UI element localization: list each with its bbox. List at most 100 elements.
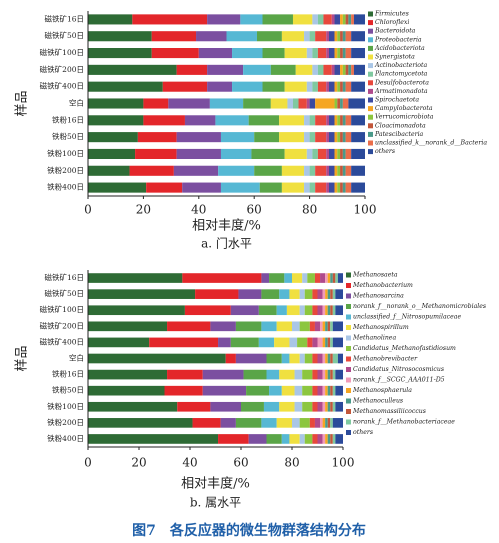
bar-segment xyxy=(167,321,211,332)
bar-segment xyxy=(135,148,177,159)
bar-segment xyxy=(164,385,203,396)
bar-segment xyxy=(176,132,221,143)
category-label: 磁铁矿50日 xyxy=(44,30,84,40)
bar-segment xyxy=(261,289,280,299)
legend-swatch xyxy=(368,97,373,103)
bar-segment xyxy=(332,353,338,364)
bar-segment xyxy=(337,273,343,283)
x-tick-label: 40 xyxy=(191,203,206,217)
bar-segment xyxy=(262,81,285,92)
bar-segment xyxy=(345,132,352,143)
bar-segment xyxy=(322,289,326,299)
bar-segment xyxy=(330,289,333,299)
bar-segment xyxy=(320,273,326,283)
x-tick-label: 0 xyxy=(84,203,92,217)
bar-segment xyxy=(314,273,321,283)
bar-segment xyxy=(330,401,333,412)
bar-segment xyxy=(315,115,327,126)
bar-segment xyxy=(302,385,313,396)
legend-label: Planctomycetota xyxy=(374,71,428,78)
bar-segment xyxy=(327,434,331,444)
bar-segment xyxy=(259,182,282,193)
bar-segment xyxy=(340,115,343,126)
bar-segment xyxy=(322,385,326,396)
bar-segment xyxy=(345,31,352,42)
legend-label: Methanosaeta xyxy=(352,272,398,279)
bar-segment xyxy=(279,289,290,299)
bar-segment xyxy=(289,434,300,444)
bar-segment xyxy=(340,182,343,193)
bar-segment xyxy=(332,289,336,299)
legend-label: Methanobacterium xyxy=(352,282,413,289)
category-label: 磁铁矿200日 xyxy=(40,64,84,74)
bar-segment xyxy=(332,434,336,444)
bar-segment xyxy=(248,115,280,126)
bar-segment xyxy=(88,273,183,283)
bar-segment xyxy=(309,115,316,126)
bar-segment xyxy=(323,14,332,25)
legend-swatch xyxy=(346,356,351,362)
legend-swatch xyxy=(346,283,351,288)
bar-segment xyxy=(337,81,341,92)
bar-segment xyxy=(348,14,352,25)
legend-swatch xyxy=(368,149,373,155)
bar-segment xyxy=(334,14,341,25)
legend-swatch xyxy=(346,419,351,425)
x-tick-label: 20 xyxy=(131,456,146,470)
bar-segment xyxy=(342,115,346,126)
category-label: 空白 xyxy=(69,98,84,108)
legend-label: Desulfobacterota xyxy=(374,79,429,86)
legend-swatch xyxy=(346,430,351,435)
bar-segment xyxy=(327,385,331,396)
x-tick-label: 60 xyxy=(233,456,248,470)
bar-segment xyxy=(334,81,338,92)
bar-segment xyxy=(258,305,277,316)
bar-segment xyxy=(332,401,336,412)
bar-segment xyxy=(220,148,252,159)
bar-segment xyxy=(88,418,193,428)
bar-segment xyxy=(345,48,352,59)
bar-segment xyxy=(279,369,295,380)
legend-swatch xyxy=(368,123,373,129)
bar-segment xyxy=(317,434,323,444)
bar-segment xyxy=(304,305,313,316)
bar-segment xyxy=(248,434,267,444)
bar-segment xyxy=(304,132,310,143)
bar-segment xyxy=(345,115,352,126)
x-tick-label: 100 xyxy=(332,456,355,470)
legend-label: Synergistota xyxy=(375,54,415,61)
x-tick-label: 100 xyxy=(354,203,377,217)
legend-label: Firmicutes xyxy=(374,11,409,18)
bar-segment xyxy=(220,182,260,193)
x-tick-label: 20 xyxy=(136,203,151,217)
bar-segment xyxy=(337,165,341,176)
bar-segment xyxy=(312,64,318,75)
bar-segment xyxy=(317,369,323,380)
legend-label: Actinobacteriota xyxy=(374,62,428,69)
bar-segment xyxy=(299,434,305,444)
bar-segment xyxy=(312,385,318,396)
bar-segment xyxy=(326,115,329,126)
bar-segment xyxy=(326,81,329,92)
bar-segment xyxy=(262,48,285,59)
x-axis-label: 相对丰度/% xyxy=(192,218,261,234)
bar-segment xyxy=(328,148,335,159)
legend-swatch xyxy=(368,45,373,51)
bar-segment xyxy=(235,418,262,428)
bar-segment xyxy=(168,98,210,109)
bar-segment xyxy=(315,165,327,176)
legend-swatch xyxy=(346,367,351,372)
bar-segment xyxy=(261,418,277,428)
bar-segment xyxy=(304,434,313,444)
bar-segment xyxy=(335,401,343,412)
bar-segment xyxy=(270,64,296,75)
legend-label: Chloroflexi xyxy=(375,19,409,26)
bar-segment xyxy=(342,14,346,25)
bar-segment xyxy=(325,369,328,380)
bar-segment xyxy=(328,115,335,126)
bar-segment xyxy=(279,132,305,143)
bar-segment xyxy=(327,321,331,332)
bar-segment xyxy=(330,369,333,380)
bar-segment xyxy=(322,401,326,412)
x-axis-label: 相对丰度/% xyxy=(181,476,250,492)
